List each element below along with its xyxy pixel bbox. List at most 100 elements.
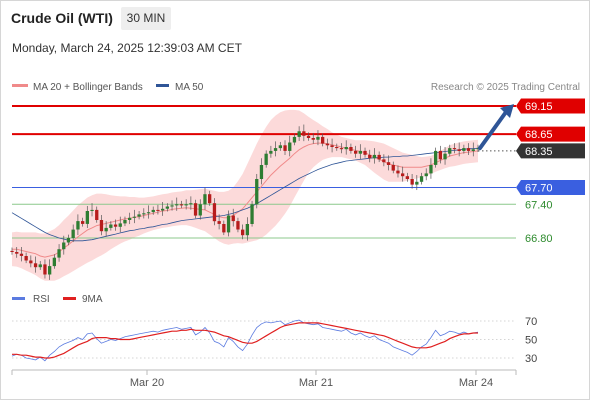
projection-layer xyxy=(478,104,514,151)
projection-arrow-shaft xyxy=(478,110,508,151)
candle-body xyxy=(278,145,282,149)
candle-body xyxy=(62,242,66,250)
levels-layer xyxy=(12,105,516,239)
level-tag-68-35 xyxy=(516,143,585,159)
candle-body xyxy=(368,154,372,159)
candle-body xyxy=(137,214,141,217)
candle-body xyxy=(386,162,391,165)
candle-body xyxy=(222,224,226,233)
candle-body xyxy=(104,227,108,232)
candle-body xyxy=(297,131,301,137)
legend-rsi-label: RSI xyxy=(33,294,50,305)
candle-body xyxy=(288,142,292,151)
candle-body xyxy=(391,165,395,171)
candle-body xyxy=(344,147,348,150)
candle-body xyxy=(142,213,146,215)
candle-body xyxy=(382,159,386,163)
candle-body xyxy=(434,150,438,165)
candle-body xyxy=(189,203,193,205)
candle-body xyxy=(325,143,329,146)
bollinger-band-area xyxy=(12,109,478,281)
candle-body xyxy=(396,170,400,174)
legend-rsi-swatch xyxy=(12,297,25,300)
candle-body xyxy=(203,194,207,205)
candle-body xyxy=(109,224,113,228)
x-axis-ticks: Mar 20 Mar 21 Mar 24 xyxy=(11,370,517,389)
candle-body xyxy=(146,212,151,214)
legend-9ma-swatch xyxy=(63,297,76,300)
candle-body xyxy=(476,148,480,150)
level-label-67-40: 67.40 xyxy=(525,199,553,211)
x-tick-label: Mar 24 xyxy=(459,377,493,389)
candle-body xyxy=(311,138,315,140)
level-label-67-70: 67.70 xyxy=(525,182,553,194)
legend-ma50-swatch xyxy=(156,84,169,87)
candle-body xyxy=(71,229,75,238)
candle-body xyxy=(128,217,132,220)
moving-average-layer xyxy=(11,142,479,258)
candle-body xyxy=(161,208,165,211)
level-label-68-65: 68.65 xyxy=(525,129,553,141)
candle-body xyxy=(217,221,221,224)
rsi-9ma-line xyxy=(12,322,478,359)
candle-body xyxy=(292,136,297,143)
candle-body xyxy=(466,148,471,151)
candle-body xyxy=(259,165,264,179)
candle-body xyxy=(410,179,414,185)
bollinger-band-layer xyxy=(12,109,478,281)
candle-body xyxy=(38,264,42,268)
timeframe-button[interactable]: 30 MIN xyxy=(121,7,171,30)
credit-text: Research © 2025 Trading Central xyxy=(431,82,580,93)
candle-body xyxy=(43,264,47,275)
rsi-line xyxy=(11,319,479,362)
candle-body xyxy=(321,136,325,144)
candle-body xyxy=(372,154,377,159)
candles-layer xyxy=(10,124,480,280)
rsi-tick-30: 30 xyxy=(525,353,537,365)
legend-9ma-label: 9MA xyxy=(82,294,103,305)
legend-ma20-label: MA 20 + Bollinger Bands xyxy=(33,82,143,93)
candle-body xyxy=(339,148,344,150)
candle-body xyxy=(156,209,160,211)
x-tick-label: Mar 21 xyxy=(299,377,333,389)
chart-datetime: Monday, March 24, 2025 12:39:03 AM CET xyxy=(12,41,242,55)
candle-body xyxy=(29,260,33,264)
rsi-grid: 70 50 30 xyxy=(12,316,537,365)
level-label-68-35: 68.35 xyxy=(525,146,553,158)
candle-body xyxy=(405,176,409,179)
ma50-line xyxy=(11,147,479,242)
candle-body xyxy=(377,154,381,160)
candle-body xyxy=(306,135,311,138)
candle-body xyxy=(354,150,358,154)
candle-body xyxy=(212,203,217,222)
candle-body xyxy=(471,149,475,151)
candle-body xyxy=(208,194,212,204)
candle-body xyxy=(175,204,179,206)
candle-body xyxy=(448,148,452,154)
candle-body xyxy=(415,181,419,185)
candle-body xyxy=(250,204,254,224)
candle-body xyxy=(76,221,80,230)
candle-body xyxy=(15,252,19,254)
candle-body xyxy=(401,173,405,177)
candle-body xyxy=(269,150,273,154)
candle-body xyxy=(90,209,94,211)
candle-body xyxy=(151,209,155,213)
candle-body xyxy=(99,220,104,232)
candle-body xyxy=(19,253,24,256)
candle-body xyxy=(419,176,424,182)
candle-body xyxy=(429,165,433,174)
candle-body xyxy=(349,147,353,151)
candle-body xyxy=(184,204,188,206)
legend-ma50-label: MA 50 xyxy=(175,82,204,93)
rsi-tick-50: 50 xyxy=(525,335,537,347)
candle-body xyxy=(255,179,259,205)
level-label-66-80: 66.80 xyxy=(525,233,553,245)
candle-body xyxy=(95,209,99,220)
candle-body xyxy=(226,215,231,233)
candle-body xyxy=(443,153,447,160)
candle-body xyxy=(330,145,334,147)
candle-body xyxy=(24,256,28,261)
candle-body xyxy=(118,223,122,227)
candle-body xyxy=(316,136,320,140)
